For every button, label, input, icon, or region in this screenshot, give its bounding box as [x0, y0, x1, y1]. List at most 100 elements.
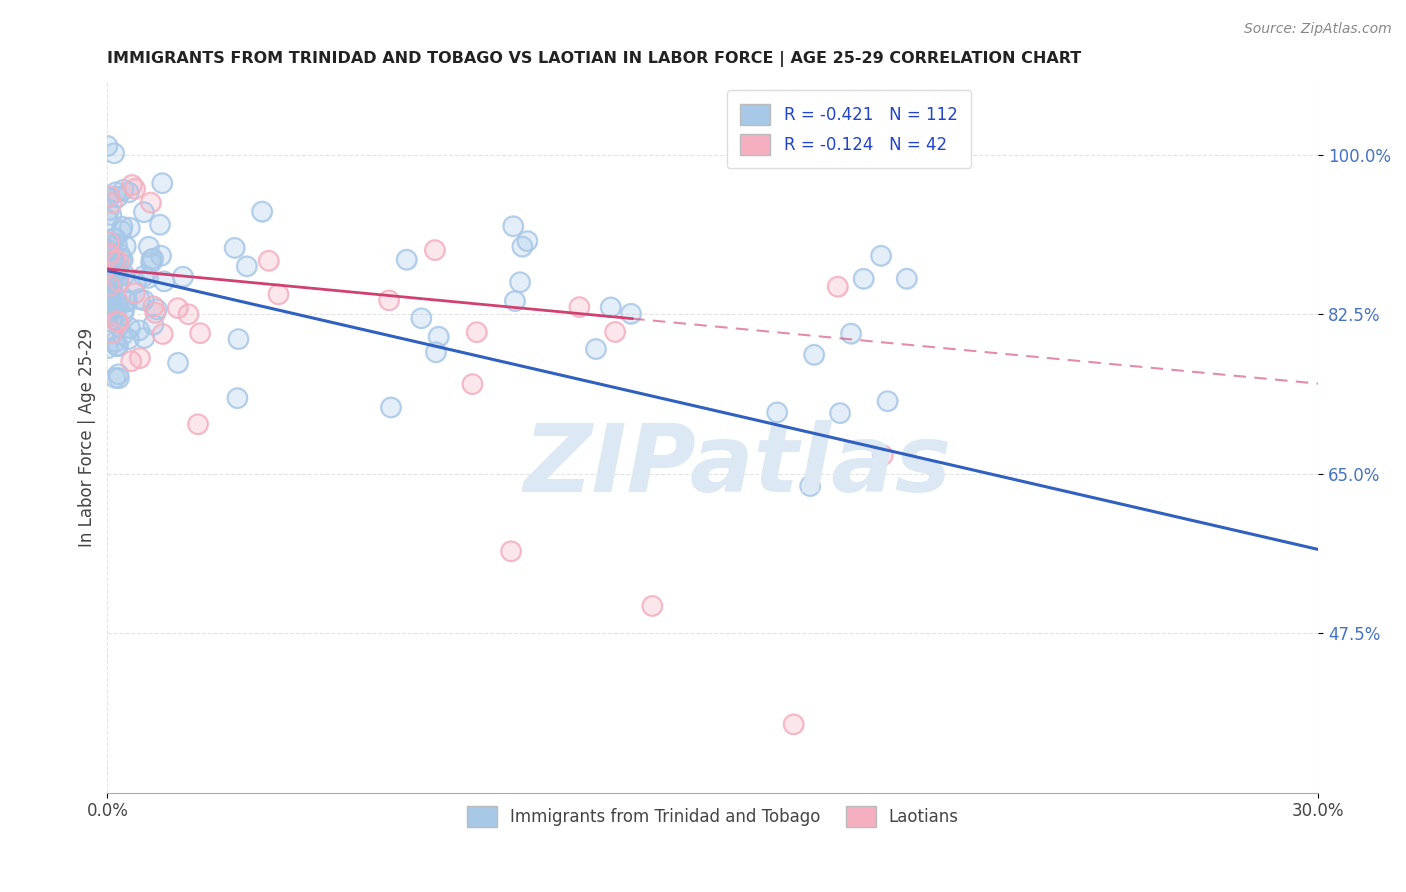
Point — [876, 394, 898, 409]
Point — [111, 308, 134, 322]
Point — [96, 254, 118, 268]
Point — [104, 231, 127, 245]
Point — [503, 293, 526, 308]
Point — [100, 196, 122, 211]
Point — [380, 401, 402, 415]
Point — [134, 331, 156, 345]
Point — [187, 417, 209, 432]
Point — [100, 208, 122, 222]
Point — [461, 377, 484, 392]
Point — [599, 301, 621, 315]
Point — [97, 310, 120, 324]
Point — [118, 220, 141, 235]
Point — [166, 301, 188, 315]
Point — [121, 178, 143, 192]
Point — [149, 218, 172, 232]
Point — [827, 279, 849, 293]
Point — [107, 190, 129, 204]
Point — [100, 238, 122, 252]
Point — [107, 263, 129, 277]
Point — [226, 391, 249, 405]
Point — [425, 345, 447, 359]
Point — [124, 276, 146, 290]
Point — [235, 260, 257, 274]
Point — [111, 327, 134, 342]
Point — [97, 213, 120, 227]
Point — [188, 326, 211, 340]
Point — [114, 239, 136, 253]
Point — [97, 202, 120, 217]
Point — [115, 294, 138, 309]
Point — [141, 252, 163, 267]
Point — [121, 178, 143, 192]
Point — [150, 176, 173, 190]
Point — [150, 176, 173, 190]
Point — [124, 276, 146, 290]
Point — [250, 204, 273, 219]
Point — [97, 191, 120, 205]
Point — [107, 190, 129, 204]
Point — [188, 326, 211, 340]
Point — [104, 334, 127, 349]
Point — [499, 544, 522, 558]
Point — [104, 186, 127, 200]
Point — [97, 270, 120, 285]
Point — [136, 271, 159, 285]
Point — [118, 332, 141, 346]
Point — [828, 406, 851, 420]
Point — [120, 354, 142, 368]
Point — [108, 274, 131, 288]
Point — [107, 315, 129, 329]
Point — [461, 377, 484, 392]
Point — [103, 273, 125, 287]
Point — [111, 252, 134, 267]
Point — [620, 307, 643, 321]
Point — [395, 252, 418, 267]
Point — [250, 204, 273, 219]
Point — [100, 315, 122, 329]
Point — [100, 293, 122, 308]
Point — [114, 268, 136, 282]
Point — [118, 321, 141, 335]
Point — [101, 326, 124, 340]
Point — [108, 274, 131, 288]
Point — [107, 368, 129, 382]
Point — [224, 241, 246, 255]
Point — [177, 307, 200, 321]
Point — [585, 342, 607, 356]
Point — [138, 240, 160, 254]
Point — [97, 202, 120, 217]
Point — [620, 307, 643, 321]
Point — [149, 249, 172, 263]
Point — [105, 237, 128, 252]
Point — [111, 219, 134, 234]
Point — [115, 294, 138, 309]
Point — [98, 189, 121, 203]
Point — [423, 243, 446, 257]
Point — [98, 301, 121, 315]
Point — [107, 277, 129, 292]
Point — [100, 285, 122, 300]
Point — [132, 268, 155, 283]
Point — [98, 272, 121, 286]
Point — [782, 717, 804, 731]
Point — [128, 292, 150, 306]
Point — [145, 302, 167, 317]
Point — [124, 182, 146, 196]
Point — [117, 186, 139, 200]
Point — [96, 139, 118, 153]
Point — [516, 234, 538, 248]
Point — [107, 371, 129, 385]
Point — [98, 301, 121, 315]
Point — [97, 235, 120, 250]
Point — [378, 293, 401, 308]
Point — [118, 332, 141, 346]
Point — [105, 339, 128, 353]
Point — [568, 300, 591, 314]
Point — [142, 252, 165, 266]
Point — [97, 306, 120, 320]
Point — [803, 348, 825, 362]
Point — [167, 356, 190, 370]
Point — [132, 205, 155, 219]
Point — [107, 300, 129, 314]
